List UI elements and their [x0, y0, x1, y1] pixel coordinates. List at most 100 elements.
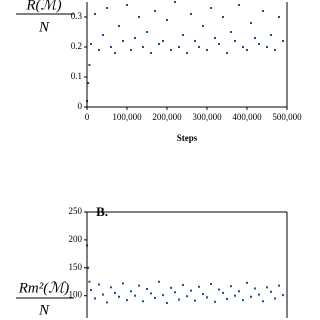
point — [130, 290, 132, 293]
point — [250, 22, 252, 24]
point — [214, 37, 216, 39]
point — [234, 40, 236, 42]
y-tick-label: 0.2 — [71, 41, 82, 51]
point — [278, 16, 280, 18]
point — [190, 289, 192, 292]
point — [242, 46, 244, 48]
point — [238, 290, 240, 293]
point — [258, 43, 260, 45]
point — [186, 295, 188, 298]
x-tick-label: 200,000 — [152, 112, 182, 122]
point — [266, 46, 268, 48]
point — [146, 287, 148, 290]
point — [122, 282, 124, 285]
point — [98, 49, 100, 51]
point — [142, 300, 144, 303]
point — [114, 52, 116, 54]
point — [250, 295, 252, 298]
point — [198, 285, 200, 288]
point — [134, 294, 136, 297]
point — [150, 292, 152, 295]
x-axis-label: Steps — [177, 133, 198, 143]
point — [122, 40, 124, 42]
point — [98, 283, 100, 286]
point — [222, 291, 224, 294]
point — [246, 49, 248, 51]
point — [114, 291, 116, 294]
y-axis-label-numerator: Rm²(ℳ) — [18, 280, 70, 296]
point — [210, 7, 212, 9]
point — [254, 287, 256, 290]
point — [270, 34, 272, 36]
x-tick-label: 500,000 — [272, 112, 302, 122]
point — [198, 46, 200, 48]
point — [110, 46, 112, 48]
point — [142, 46, 144, 48]
point — [234, 294, 236, 297]
point — [262, 300, 264, 303]
point — [206, 49, 208, 51]
point — [238, 4, 240, 6]
point — [226, 52, 228, 54]
x-tick-label: 400,000 — [232, 112, 262, 122]
point — [214, 300, 216, 303]
point — [166, 301, 168, 304]
point — [202, 25, 204, 27]
point — [218, 43, 220, 45]
y-tick-label: 200 — [69, 234, 83, 244]
point — [266, 286, 268, 289]
point — [190, 13, 192, 15]
point — [118, 295, 120, 298]
point — [218, 288, 220, 291]
point — [222, 16, 224, 18]
point — [87, 266, 90, 269]
point — [230, 31, 232, 33]
y-tick-label: 0.3 — [71, 11, 83, 21]
point — [274, 49, 276, 51]
point — [154, 10, 156, 12]
point — [270, 290, 272, 293]
point — [154, 296, 156, 299]
point — [254, 37, 256, 39]
x-tick-label: 0 — [85, 112, 90, 122]
point — [138, 284, 140, 287]
point — [94, 13, 96, 15]
point — [158, 43, 160, 45]
panel-label: B. — [96, 204, 108, 219]
point — [178, 298, 180, 301]
y-tick-label: 100 — [69, 290, 83, 300]
point — [246, 281, 248, 284]
point — [174, 291, 176, 294]
y-tick-label: 0 — [78, 101, 83, 111]
point — [102, 34, 104, 36]
point — [262, 10, 264, 12]
point — [87, 82, 90, 84]
point — [282, 40, 284, 42]
point — [258, 293, 260, 296]
point — [90, 289, 92, 292]
point — [230, 285, 232, 288]
point — [158, 280, 160, 283]
point — [88, 280, 91, 283]
point — [110, 286, 112, 289]
point — [106, 7, 108, 9]
y-axis-label-denominator: N — [38, 19, 50, 35]
point — [166, 19, 168, 21]
point — [182, 284, 184, 287]
point — [170, 286, 172, 289]
point — [130, 49, 132, 51]
point — [134, 37, 136, 39]
point — [138, 16, 140, 18]
point — [162, 40, 164, 42]
point — [174, 1, 176, 3]
point — [126, 299, 128, 302]
y-axis-label-numerator: R(ℳ) — [25, 0, 61, 13]
x-tick-label: 100,000 — [112, 112, 142, 122]
point — [162, 294, 164, 297]
point — [202, 293, 204, 296]
point — [88, 64, 91, 66]
y-tick-label: 250 — [69, 206, 83, 216]
point — [94, 297, 96, 300]
